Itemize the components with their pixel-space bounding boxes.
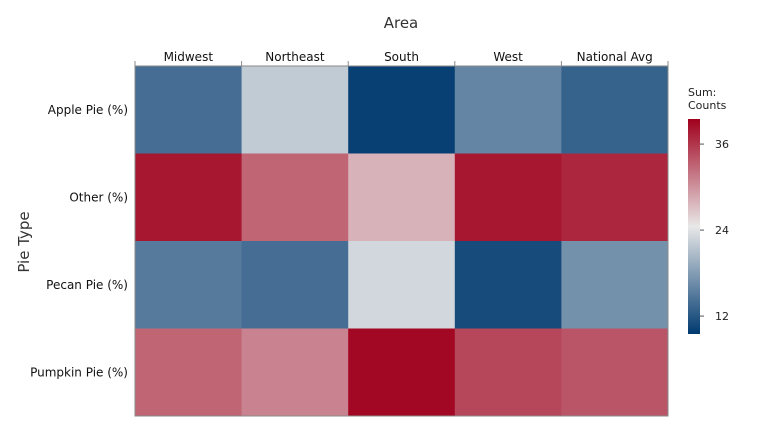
color-legend: Sum: Counts 12 24 36 [688,86,729,334]
heatmap-cell [561,66,669,154]
legend-tick-label: 36 [715,138,729,151]
heatmap-cell [454,153,562,242]
heatmap-cell [135,328,243,417]
row-label: Other (%) [69,190,128,204]
heatmap-cell [454,328,562,417]
column-label: National Avg [577,50,653,64]
legend-title-line-1: Sum: [688,86,716,99]
heatmap-cell [241,66,349,154]
heatmap-cell [348,153,456,242]
heatmap-cell [348,241,456,329]
legend-tick-label: 24 [715,224,729,237]
column-label: Northeast [265,50,325,64]
column-label: South [384,50,419,64]
legend-ticks: 12 24 36 [700,138,729,323]
heatmap-cell [454,241,562,329]
x-axis-title: Area [384,14,419,32]
heatmap-cell [241,328,349,417]
heatmap-cell [561,153,669,242]
row-label: Apple Pie (%) [48,103,128,117]
heatmap-cell [241,241,349,329]
column-label: Midwest [164,50,214,64]
y-axis-title: Pie Type [15,211,33,272]
heatmap-cell [135,153,243,242]
column-label: West [493,50,523,64]
heatmap-cell [241,153,349,242]
legend-tick-label: 12 [715,310,729,323]
heatmap-cells [135,66,669,417]
legend-title-line-2: Counts [688,99,727,112]
row-label: Pumpkin Pie (%) [30,365,128,379]
heatmap-cell [135,66,243,154]
row-label: Pecan Pie (%) [46,278,128,292]
heatmap-cell [454,66,562,154]
heatmap-cell [348,328,456,417]
heatmap-cell [561,241,669,329]
heatmap-cell [135,241,243,329]
legend-color-bar [688,119,700,334]
column-labels: Midwest Northeast South West National Avg [134,50,669,66]
row-labels: Apple Pie (%) Other (%) Pecan Pie (%) Pumpk… [30,103,128,380]
heatmap-cell [561,328,669,417]
heatmap-cell [348,66,456,154]
plot-frame [134,65,669,417]
